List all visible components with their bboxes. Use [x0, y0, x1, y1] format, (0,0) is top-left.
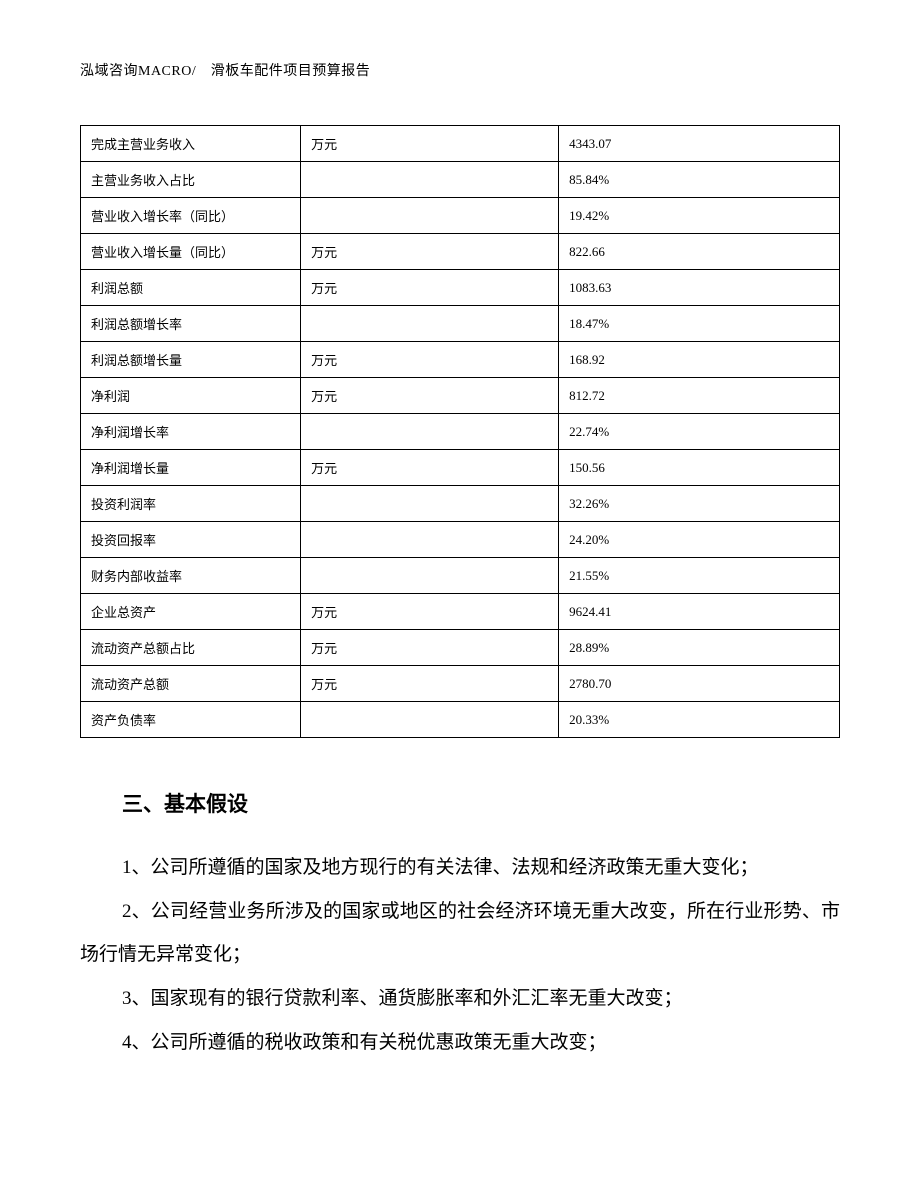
table-row: 净利润万元812.72	[81, 378, 840, 414]
indicator-cell: 投资回报率	[81, 522, 301, 558]
indicator-cell: 企业总资产	[81, 594, 301, 630]
table-row: 营业收入增长量（同比）万元822.66	[81, 234, 840, 270]
indicator-cell: 营业收入增长量（同比）	[81, 234, 301, 270]
value-cell: 822.66	[559, 234, 840, 270]
unit-cell	[301, 414, 559, 450]
table-row: 流动资产总额万元2780.70	[81, 666, 840, 702]
unit-cell	[301, 522, 559, 558]
unit-cell: 万元	[301, 630, 559, 666]
value-cell: 21.55%	[559, 558, 840, 594]
table-row: 净利润增长率 22.74%	[81, 414, 840, 450]
unit-cell: 万元	[301, 450, 559, 486]
value-cell: 22.74%	[559, 414, 840, 450]
body-paragraph: 1、公司所遵循的国家及地方现行的有关法律、法规和经济政策无重大变化；	[80, 846, 840, 890]
indicator-cell: 财务内部收益率	[81, 558, 301, 594]
unit-cell	[301, 558, 559, 594]
indicator-cell: 资产负债率	[81, 702, 301, 738]
table-row: 利润总额增长率 18.47%	[81, 306, 840, 342]
unit-cell: 万元	[301, 126, 559, 162]
indicator-cell: 利润总额增长量	[81, 342, 301, 378]
value-cell: 20.33%	[559, 702, 840, 738]
body-paragraph: 4、公司所遵循的税收政策和有关税优惠政策无重大改变；	[80, 1021, 840, 1065]
body-paragraph: 2、公司经营业务所涉及的国家或地区的社会经济环境无重大改变，所在行业形势、市场行…	[80, 890, 840, 977]
value-cell: 32.26%	[559, 486, 840, 522]
table-row: 投资利润率 32.26%	[81, 486, 840, 522]
value-cell: 168.92	[559, 342, 840, 378]
unit-cell: 万元	[301, 234, 559, 270]
indicator-cell: 完成主营业务收入	[81, 126, 301, 162]
unit-cell	[301, 162, 559, 198]
value-cell: 812.72	[559, 378, 840, 414]
body-paragraph: 3、国家现有的银行贷款利率、通货膨胀率和外汇汇率无重大改变；	[80, 977, 840, 1021]
indicator-cell: 投资利润率	[81, 486, 301, 522]
unit-cell: 万元	[301, 666, 559, 702]
indicator-cell: 利润总额	[81, 270, 301, 306]
value-cell: 24.20%	[559, 522, 840, 558]
table-row: 财务内部收益率 21.55%	[81, 558, 840, 594]
unit-cell: 万元	[301, 378, 559, 414]
table-row: 流动资产总额占比万元28.89%	[81, 630, 840, 666]
indicator-cell: 利润总额增长率	[81, 306, 301, 342]
indicator-cell: 流动资产总额	[81, 666, 301, 702]
financial-table: 完成主营业务收入万元4343.07主营业务收入占比85.84%营业收入增长率（同…	[80, 125, 840, 738]
unit-cell	[301, 306, 559, 342]
value-cell: 28.89%	[559, 630, 840, 666]
indicator-cell: 主营业务收入占比	[81, 162, 301, 198]
indicator-cell: 净利润	[81, 378, 301, 414]
unit-cell: 万元	[301, 270, 559, 306]
unit-cell	[301, 486, 559, 522]
table-row: 完成主营业务收入万元4343.07	[81, 126, 840, 162]
value-cell: 150.56	[559, 450, 840, 486]
table-row: 净利润增长量万元150.56	[81, 450, 840, 486]
table-row: 企业总资产万元9624.41	[81, 594, 840, 630]
table-row: 营业收入增长率（同比） 19.42%	[81, 198, 840, 234]
table-row: 投资回报率 24.20%	[81, 522, 840, 558]
table-body: 完成主营业务收入万元4343.07主营业务收入占比85.84%营业收入增长率（同…	[81, 126, 840, 738]
section-body: 1、公司所遵循的国家及地方现行的有关法律、法规和经济政策无重大变化；2、公司经营…	[80, 846, 840, 1064]
table-row: 利润总额万元1083.63	[81, 270, 840, 306]
page-header: 泓域咨询MACRO/ 滑板车配件项目预算报告	[80, 60, 840, 80]
value-cell: 4343.07	[559, 126, 840, 162]
unit-cell: 万元	[301, 342, 559, 378]
indicator-cell: 净利润增长量	[81, 450, 301, 486]
table-row: 资产负债率 20.33%	[81, 702, 840, 738]
section-title: 三、基本假设	[80, 788, 840, 818]
value-cell: 9624.41	[559, 594, 840, 630]
table-row: 利润总额增长量万元168.92	[81, 342, 840, 378]
unit-cell	[301, 702, 559, 738]
value-cell: 2780.70	[559, 666, 840, 702]
header-text: 泓域咨询MACRO/ 滑板车配件项目预算报告	[80, 64, 370, 79]
unit-cell	[301, 198, 559, 234]
unit-cell: 万元	[301, 594, 559, 630]
indicator-cell: 营业收入增长率（同比）	[81, 198, 301, 234]
value-cell: 85.84%	[559, 162, 840, 198]
indicator-cell: 流动资产总额占比	[81, 630, 301, 666]
value-cell: 18.47%	[559, 306, 840, 342]
indicator-cell: 净利润增长率	[81, 414, 301, 450]
value-cell: 1083.63	[559, 270, 840, 306]
value-cell: 19.42%	[559, 198, 840, 234]
table-row: 主营业务收入占比 85.84%	[81, 162, 840, 198]
